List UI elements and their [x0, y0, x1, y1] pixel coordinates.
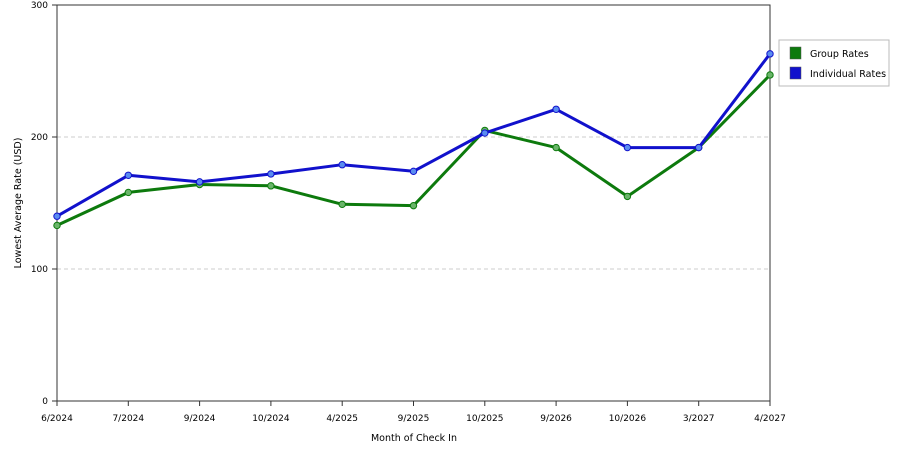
- x-tick-label: 10/2026: [609, 414, 647, 424]
- data-point-group-rates: [53, 221, 61, 230]
- data-point-group-rates: [409, 201, 418, 210]
- data-point-individual-rates: [695, 143, 703, 152]
- legend: Group Rates Individual Rates: [778, 39, 890, 87]
- data-point-group-rates: [338, 200, 346, 209]
- legend-swatch-individual-rates: [789, 66, 802, 80]
- data-point-individual-rates: [409, 167, 418, 176]
- x-tick-label: 10/2024: [252, 414, 290, 424]
- series-line-individual-rates: [55, 52, 772, 218]
- legend-swatch-group-rates: [789, 46, 802, 60]
- data-point-individual-rates: [124, 171, 133, 179]
- x-tick-label: 9/2025: [398, 414, 430, 424]
- data-point-individual-rates: [481, 129, 489, 137]
- data-point-individual-rates: [195, 178, 204, 186]
- data-point-group-rates: [766, 71, 774, 79]
- data-point-individual-rates: [623, 143, 632, 152]
- series-group-rates: [53, 71, 774, 230]
- data-point-group-rates: [267, 182, 275, 190]
- x-axis-title: Month of Check In: [371, 433, 457, 444]
- y-axis-title: Lowest Average Rate (USD): [13, 138, 24, 269]
- legend-label-individual-rates: Individual Rates: [810, 69, 886, 80]
- y-tick-labels: 0 100 200 300: [31, 1, 48, 407]
- data-point-group-rates: [552, 143, 560, 152]
- x-tick-label: 9/2026: [540, 414, 572, 424]
- y-tick-label: 200: [31, 133, 48, 143]
- data-point-group-rates: [623, 192, 632, 201]
- x-tick-label: 7/2024: [112, 414, 144, 424]
- x-tick-label: 10/2025: [466, 414, 503, 424]
- data-point-individual-rates: [552, 105, 560, 113]
- series-group: [53, 50, 774, 230]
- x-tick-label: 9/2024: [184, 414, 216, 424]
- x-tick-label: 6/2024: [41, 414, 73, 424]
- legend-label-group-rates: Group Rates: [810, 49, 869, 60]
- x-tick-label: 4/2027: [754, 414, 786, 424]
- y-tick-label: 300: [31, 1, 48, 11]
- data-point-individual-rates: [338, 161, 346, 169]
- x-tick-labels: 6/2024 7/2024 9/2024 10/2024 4/2025 9/2025 10/…: [41, 414, 786, 424]
- y-tick-label: 100: [31, 265, 48, 275]
- y-tick-label: 0: [42, 397, 48, 407]
- data-point-group-rates: [124, 188, 133, 197]
- series-individual-rates: [53, 50, 774, 220]
- x-tick-label: 4/2025: [326, 414, 358, 424]
- data-point-individual-rates: [766, 50, 774, 58]
- axes: [52, 4, 771, 406]
- x-tick-label: 3/2027: [683, 414, 715, 424]
- data-point-individual-rates: [267, 170, 275, 178]
- data-point-individual-rates: [53, 212, 61, 220]
